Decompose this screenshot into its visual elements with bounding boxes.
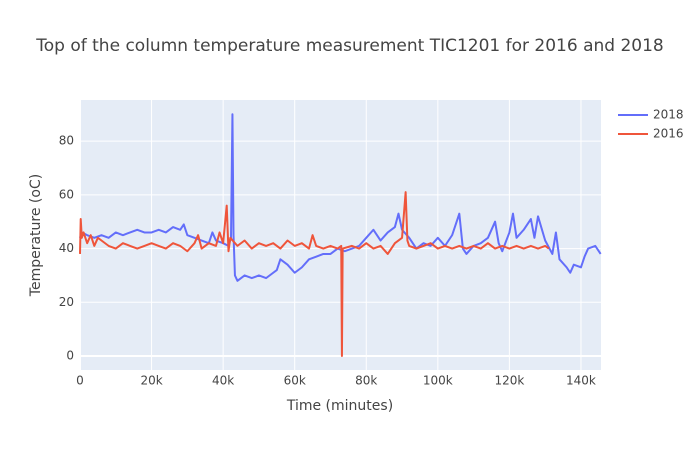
x-tick-label: 120k	[494, 374, 524, 388]
legend-label: 2018	[653, 108, 684, 122]
x-axis-title: Time (minutes)	[286, 398, 393, 414]
y-tick-label: 20	[59, 295, 74, 309]
y-tick-label: 40	[59, 241, 74, 255]
chart-title: Top of the column temperature measuremen…	[35, 36, 663, 56]
legend-label: 2016	[653, 127, 684, 141]
y-tick-label: 0	[66, 349, 74, 363]
y-tick-label: 80	[59, 134, 74, 148]
x-tick-label: 60k	[284, 374, 306, 388]
y-tick-label: 60	[59, 187, 74, 201]
x-tick-label: 100k	[423, 374, 453, 388]
plot-area	[80, 100, 601, 370]
x-tick-label: 20k	[140, 374, 162, 388]
x-tick-label: 0	[76, 374, 84, 388]
x-tick-label: 40k	[212, 374, 234, 388]
x-tick-label: 140k	[566, 374, 596, 388]
y-axis-title: Temperature (oC)	[28, 174, 44, 297]
line	[79, 191, 550, 358]
x-tick-label: 80k	[355, 374, 377, 388]
